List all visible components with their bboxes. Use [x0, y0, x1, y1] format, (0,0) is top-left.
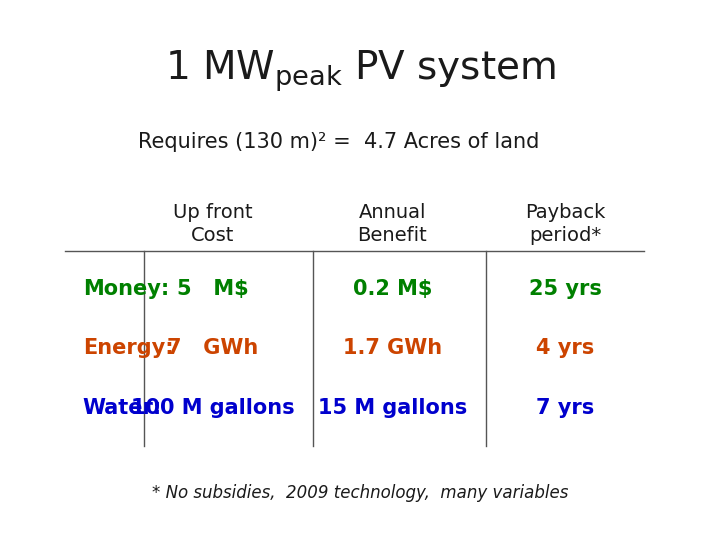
Text: 7 yrs: 7 yrs [536, 397, 594, 418]
Text: 25 yrs: 25 yrs [528, 279, 602, 299]
Text: 1.7 GWh: 1.7 GWh [343, 338, 442, 359]
Text: 4 yrs: 4 yrs [536, 338, 594, 359]
Text: * No subsidies,  2009 technology,  many variables: * No subsidies, 2009 technology, many va… [152, 484, 568, 502]
Text: Requires (130 m)² =  4.7 Acres of land: Requires (130 m)² = 4.7 Acres of land [138, 132, 539, 152]
Text: 1 MW$_{\mathrm{peak}}$ PV system: 1 MW$_{\mathrm{peak}}$ PV system [165, 49, 555, 94]
Text: 0.2 M$: 0.2 M$ [353, 279, 432, 299]
Text: Water:: Water: [83, 397, 162, 418]
Text: 5   M$: 5 M$ [176, 279, 248, 299]
Text: Annual
Benefit: Annual Benefit [358, 202, 427, 245]
Text: Payback
period*: Payback period* [525, 202, 606, 245]
Text: Up front
Cost: Up front Cost [173, 202, 252, 245]
Text: 7   GWh: 7 GWh [167, 338, 258, 359]
Text: 15 M gallons: 15 M gallons [318, 397, 467, 418]
Text: Energy:: Energy: [83, 338, 174, 359]
Text: 100 M gallons: 100 M gallons [130, 397, 294, 418]
Text: Money:: Money: [83, 279, 169, 299]
